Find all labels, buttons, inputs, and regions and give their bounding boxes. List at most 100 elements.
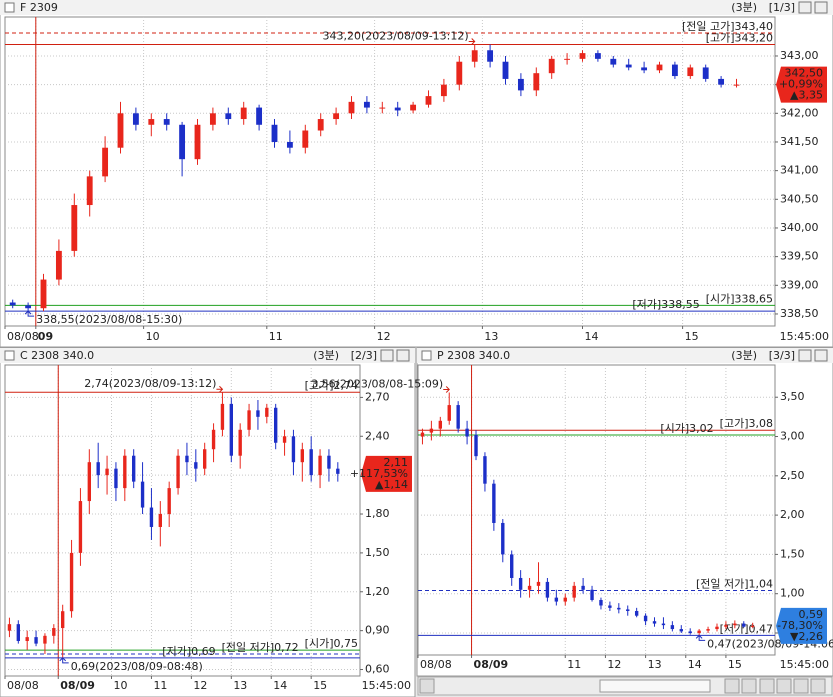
candle-body bbox=[247, 410, 251, 430]
close-button[interactable] bbox=[814, 1, 828, 14]
candle-body bbox=[167, 488, 171, 515]
candle-body bbox=[240, 107, 247, 120]
last-change: ▲1,14 bbox=[375, 478, 408, 491]
y-tick-label: 1,00 bbox=[780, 587, 805, 600]
candle-body bbox=[564, 58, 571, 60]
level-label: [고가]3,08 bbox=[720, 417, 773, 430]
candle-body bbox=[626, 609, 630, 611]
candle-body bbox=[429, 428, 434, 433]
maximize-button[interactable] bbox=[380, 349, 394, 362]
candle-body bbox=[670, 625, 675, 630]
candle-body bbox=[102, 147, 109, 177]
candle-body bbox=[572, 585, 576, 598]
candle-body bbox=[96, 462, 100, 476]
level-label: [저가]0,47 bbox=[720, 622, 773, 635]
scrollbar[interactable] bbox=[417, 676, 833, 696]
candle-body bbox=[52, 628, 56, 636]
candle-body bbox=[158, 514, 162, 527]
candle-body bbox=[742, 623, 746, 627]
scroll-button[interactable] bbox=[724, 678, 740, 694]
candle-body bbox=[78, 501, 83, 553]
high-marker-arrow bbox=[216, 385, 224, 393]
y-tick-label: 342,00 bbox=[780, 106, 819, 119]
last-price-box bbox=[776, 607, 827, 644]
candle-body bbox=[194, 462, 198, 469]
candle-body bbox=[440, 84, 447, 97]
end-time: 15:45:00 bbox=[780, 658, 829, 671]
y-tick-label: 1,20 bbox=[365, 585, 390, 598]
candle-body bbox=[456, 405, 460, 429]
y-tick-label: 2,00 bbox=[780, 508, 805, 521]
candle-body bbox=[610, 58, 617, 65]
maximize-button[interactable] bbox=[798, 1, 812, 14]
y-tick-label: 2,40 bbox=[365, 429, 390, 442]
level-label: [시가]338,65 bbox=[706, 292, 773, 305]
last-price-box bbox=[361, 455, 412, 492]
level-label: [전일 고가]343,40 bbox=[682, 19, 773, 33]
x-tick-label: 08/08 bbox=[7, 679, 39, 692]
end-time: 15:45:00 bbox=[362, 679, 411, 692]
candle-body bbox=[487, 50, 494, 62]
candle-body bbox=[438, 420, 443, 429]
close-button[interactable] bbox=[814, 349, 828, 362]
last-change-pct: +0,99% bbox=[779, 78, 823, 91]
candle-body bbox=[706, 629, 710, 631]
candle-body bbox=[594, 53, 601, 59]
y-tick-label: 341,00 bbox=[780, 164, 819, 177]
chart-panel: P 2308 340.0(3분)[3/3]0,501,001,502,002,5… bbox=[311, 347, 833, 677]
panel-checkbox[interactable] bbox=[421, 350, 432, 361]
y-tick-label: 3,50 bbox=[780, 390, 805, 403]
candle-body bbox=[425, 96, 432, 105]
candle-body bbox=[733, 623, 737, 626]
zoom-button[interactable] bbox=[759, 678, 775, 694]
scroll-left[interactable] bbox=[419, 678, 435, 694]
candle-body bbox=[501, 522, 505, 555]
candle-body bbox=[456, 61, 463, 85]
y-tick-label: 0,60 bbox=[365, 663, 390, 676]
last-price: 0,59 bbox=[799, 608, 824, 621]
candle-body bbox=[274, 407, 278, 443]
close-button[interactable] bbox=[396, 349, 410, 362]
x-tick-label: 15 bbox=[728, 658, 742, 671]
zoom-button[interactable] bbox=[776, 678, 792, 694]
candle-body bbox=[750, 625, 755, 627]
level-label: [저가]0,69 bbox=[162, 645, 215, 658]
scroll-thumb[interactable] bbox=[599, 679, 711, 693]
zoom-button[interactable] bbox=[793, 678, 809, 694]
candle-body bbox=[687, 67, 694, 77]
candle-body bbox=[148, 119, 155, 125]
candle-body bbox=[291, 436, 296, 463]
candle-body bbox=[679, 629, 683, 632]
maximize-button[interactable] bbox=[798, 349, 812, 362]
candle-body bbox=[86, 176, 93, 206]
end-time: 15:45:00 bbox=[780, 330, 829, 343]
x-tick-label: 11 bbox=[153, 679, 167, 692]
candle-body bbox=[317, 119, 324, 131]
low-marker-label: 338,55(2023/08/08-15:30) bbox=[36, 313, 182, 326]
y-tick-label: 339,00 bbox=[780, 278, 819, 291]
candle-body bbox=[256, 410, 260, 417]
level-label: [전일 저가]0,72 bbox=[222, 640, 299, 654]
candle-body bbox=[545, 581, 550, 598]
zoom-button[interactable] bbox=[810, 678, 826, 694]
low-marker-arrow bbox=[59, 657, 69, 664]
x-tick-label: 12 bbox=[193, 679, 207, 692]
candle-body bbox=[87, 462, 91, 502]
candle-body bbox=[492, 483, 496, 523]
scroll-button[interactable] bbox=[741, 678, 757, 694]
candle-body bbox=[533, 73, 540, 91]
candle-body bbox=[7, 624, 12, 631]
candles bbox=[420, 392, 755, 636]
panel-checkbox[interactable] bbox=[4, 350, 15, 361]
candle-body bbox=[123, 455, 127, 489]
candle-body bbox=[176, 455, 180, 489]
level-label: [시가]3,02 bbox=[660, 422, 713, 435]
x-tick-label: 08/08 bbox=[420, 658, 452, 671]
candle-body bbox=[554, 597, 559, 602]
period: (3분) bbox=[731, 1, 757, 14]
candle-body bbox=[724, 625, 728, 627]
candle-body bbox=[733, 84, 740, 86]
candle-body bbox=[548, 58, 555, 74]
candle-body bbox=[502, 61, 509, 79]
panel-checkbox[interactable] bbox=[4, 2, 15, 13]
